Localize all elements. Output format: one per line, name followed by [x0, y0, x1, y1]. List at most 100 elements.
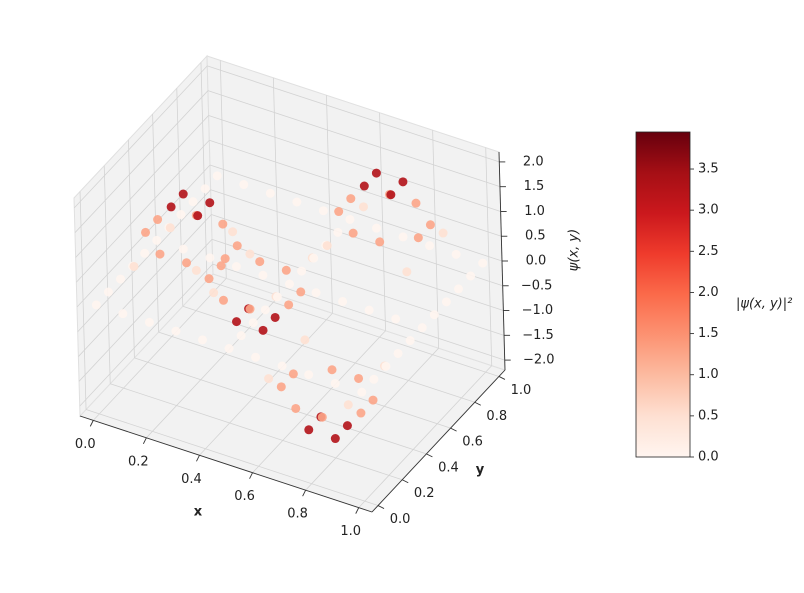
- x-grid-line: [146, 295, 280, 439]
- point: [144, 317, 154, 327]
- point: [334, 207, 344, 217]
- point: [398, 177, 408, 187]
- x-grid-line: [305, 347, 439, 491]
- point: [402, 267, 412, 277]
- colorbar-tick-label: 0.5: [698, 408, 719, 423]
- z-grid-line: [73, 65, 208, 209]
- y-grid-line: [134, 357, 427, 455]
- point: [205, 253, 215, 263]
- point: [188, 197, 198, 207]
- point: [245, 304, 255, 314]
- colorbar-tick-label: 0.0: [698, 450, 719, 465]
- y-grid-line: [158, 331, 451, 429]
- point: [264, 374, 274, 384]
- z-grid-line: [211, 238, 505, 336]
- point: [311, 288, 321, 298]
- y-tick-label: 1.0: [511, 383, 532, 398]
- x-tick: [89, 420, 94, 427]
- point: [364, 305, 374, 315]
- point: [103, 287, 113, 297]
- point: [288, 369, 298, 379]
- point: [342, 421, 352, 431]
- point: [369, 374, 379, 384]
- y-axis-label: y: [476, 463, 485, 478]
- x-tick-label: 0.6: [234, 489, 255, 504]
- point: [277, 361, 287, 371]
- point: [284, 300, 294, 310]
- point: [338, 296, 348, 306]
- z-tick-label: 2.0: [523, 154, 544, 169]
- point: [333, 227, 343, 237]
- z-tick-label: −1.5: [522, 328, 554, 343]
- point: [182, 258, 192, 268]
- point: [212, 171, 222, 181]
- point: [405, 336, 415, 346]
- z-tick-label: 1.0: [524, 204, 545, 219]
- z-grid-line: [209, 164, 503, 262]
- z-grid-line: [74, 90, 209, 233]
- point: [398, 232, 408, 242]
- point: [245, 249, 255, 259]
- x-tick-label: 0.2: [128, 454, 149, 469]
- x-grid-line: [358, 365, 493, 508]
- z-grid-line: [208, 115, 501, 212]
- point: [296, 287, 306, 297]
- y-tick: [426, 453, 433, 458]
- y-tick-label: 0.6: [462, 435, 483, 450]
- point: [438, 228, 448, 238]
- point: [198, 335, 207, 345]
- grids: [73, 60, 505, 508]
- y-tick-label: 0.0: [390, 512, 411, 527]
- z-grid-line: [209, 139, 502, 237]
- colorbar-label: |ψ(x, y)|²: [736, 297, 792, 312]
- point: [393, 348, 403, 358]
- point: [346, 194, 356, 204]
- point: [205, 198, 215, 208]
- colorbar-tick-label: 2.0: [698, 285, 719, 300]
- point: [193, 211, 203, 221]
- point: [276, 382, 286, 392]
- point: [359, 181, 369, 191]
- z-grid-line: [211, 214, 504, 311]
- point: [258, 270, 268, 280]
- point: [270, 312, 280, 322]
- point: [171, 326, 181, 336]
- point: [116, 274, 125, 284]
- point: [304, 425, 314, 435]
- x-tick: [302, 489, 307, 497]
- point: [322, 241, 332, 251]
- point: [155, 249, 165, 259]
- point: [425, 220, 435, 230]
- point: [354, 373, 364, 383]
- y-grid-line: [110, 383, 403, 481]
- point: [191, 265, 201, 275]
- z-tick-label: 1.5: [524, 179, 545, 194]
- point: [272, 292, 282, 302]
- point: [304, 370, 314, 380]
- y-tick: [498, 376, 506, 380]
- points: [91, 168, 488, 444]
- point: [141, 227, 151, 237]
- point: [425, 241, 435, 251]
- x-grid-line: [199, 312, 333, 456]
- axis-line: [371, 369, 506, 513]
- z-grid-line: [76, 139, 210, 283]
- point: [140, 248, 150, 258]
- point: [345, 214, 355, 224]
- point: [236, 331, 246, 341]
- point: [300, 335, 310, 345]
- z-grid-line: [75, 115, 209, 258]
- point: [118, 309, 128, 319]
- point: [166, 202, 176, 212]
- point: [232, 241, 242, 251]
- point: [413, 233, 423, 243]
- point: [356, 408, 366, 418]
- point: [239, 180, 249, 190]
- point: [220, 254, 230, 264]
- point: [466, 271, 476, 281]
- point: [176, 210, 186, 220]
- x-grid-line: [252, 330, 386, 474]
- colorbar-tick-label: 2.5: [698, 244, 719, 259]
- point: [417, 323, 427, 333]
- z-grid-line: [210, 189, 503, 287]
